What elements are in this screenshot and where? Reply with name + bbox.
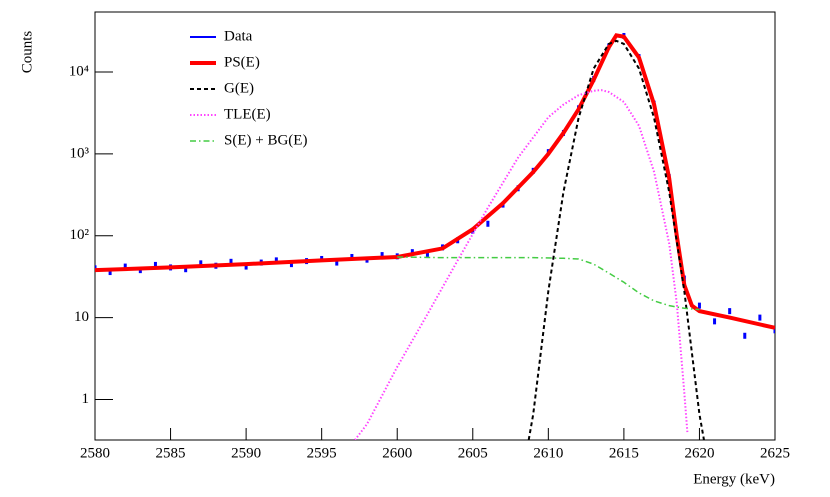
data-point [743, 332, 747, 339]
data-point [713, 318, 717, 325]
x-tick-label: 2595 [307, 445, 337, 461]
data-point [380, 252, 384, 259]
x-tick-label: 2600 [382, 445, 412, 461]
legend-label: G(E) [224, 80, 254, 96]
x-tick-label: 2620 [684, 445, 714, 461]
curve [397, 256, 700, 311]
data-point [244, 263, 248, 270]
data-point [274, 257, 278, 264]
data-point [123, 263, 127, 270]
data-point [229, 258, 233, 265]
data-point [335, 259, 339, 266]
x-tick-label: 2610 [533, 445, 563, 461]
data-point [728, 308, 732, 315]
y-tick-label: 10 [74, 309, 89, 325]
data-point [108, 269, 112, 276]
x-tick-label: 2580 [80, 445, 110, 461]
x-tick-label: 2625 [760, 445, 790, 461]
x-tick-label: 2615 [609, 445, 639, 461]
y-tick-label: 1 [82, 391, 90, 407]
data-point [758, 314, 762, 321]
data-point [199, 260, 203, 267]
y-tick-label: 10³ [70, 145, 90, 161]
legend-label: PS(E) [224, 54, 260, 70]
data-point [773, 327, 775, 334]
curve [95, 33, 775, 330]
x-tick-label: 2585 [156, 445, 186, 461]
data-point [153, 261, 157, 268]
plot-area [95, 32, 775, 440]
legend-label: TLE(E) [224, 106, 271, 122]
x-tick-label: 2590 [231, 445, 261, 461]
plot-frame [94, 11, 776, 441]
x-tick-label: 2605 [458, 445, 488, 461]
data-point [425, 250, 429, 257]
data-point [350, 253, 354, 260]
curve [354, 89, 689, 440]
data-point [697, 302, 701, 309]
data-point [289, 261, 293, 268]
x-axis-label: Energy (keV) [693, 471, 775, 487]
y-tick-label: 10² [70, 227, 90, 243]
data-point [486, 220, 490, 227]
curve [527, 39, 705, 440]
data-point [184, 266, 188, 273]
y-axis-label: Counts [19, 31, 35, 74]
y-tick-label: 10⁴ [69, 63, 89, 79]
legend-label: Data [224, 28, 253, 44]
legend-label: S(E) + BG(E) [224, 132, 307, 148]
